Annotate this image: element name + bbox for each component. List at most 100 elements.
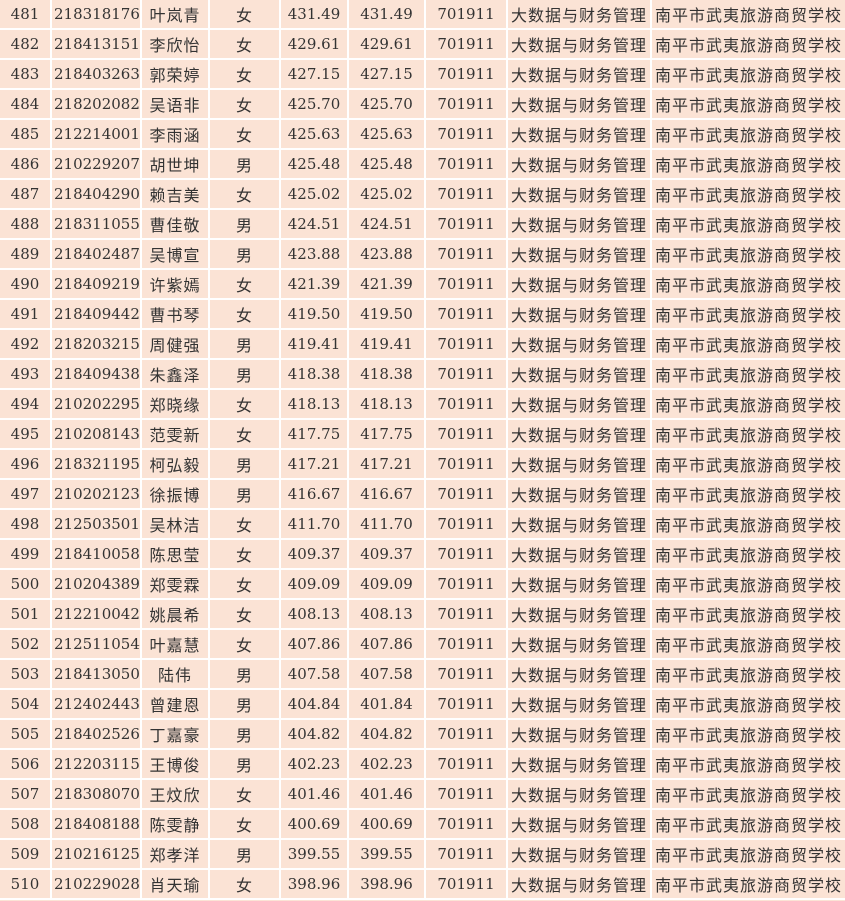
cell-rank: 499 <box>0 540 52 570</box>
cell-major: 大数据与财务管理 <box>508 720 652 750</box>
cell-gender: 男 <box>210 720 281 750</box>
cell-major: 大数据与财务管理 <box>508 570 652 600</box>
cell-rank: 509 <box>0 840 52 870</box>
cell-exam_number: 218413050 <box>52 660 142 690</box>
cell-school: 南平市武夷旅游商贸学校 <box>652 780 845 810</box>
cell-school_code: 701911 <box>426 330 508 360</box>
cell-school: 南平市武夷旅游商贸学校 <box>652 480 845 510</box>
cell-score_1: 409.37 <box>281 540 349 570</box>
cell-school: 南平市武夷旅游商贸学校 <box>652 210 845 240</box>
cell-score_2: 424.51 <box>349 210 426 240</box>
cell-school_code: 701911 <box>426 450 508 480</box>
cell-score_2: 404.82 <box>349 720 426 750</box>
cell-major: 大数据与财务管理 <box>508 210 652 240</box>
cell-school_code: 701911 <box>426 150 508 180</box>
table-row: 488 218311055 曹佳敬男 424.51 424.51 701911 大数据与财务… <box>0 210 845 240</box>
cell-gender: 女 <box>210 270 281 300</box>
cell-score_2: 401.84 <box>349 690 426 720</box>
cell-score_2: 425.02 <box>349 180 426 210</box>
cell-rank: 486 <box>0 150 52 180</box>
cell-name: 吴林洁 <box>142 510 210 540</box>
cell-rank: 502 <box>0 630 52 660</box>
cell-exam_number: 218402526 <box>52 720 142 750</box>
cell-score_1: 418.38 <box>281 360 349 390</box>
cell-gender: 女 <box>210 30 281 60</box>
cell-school_code: 701911 <box>426 810 508 840</box>
cell-exam_number: 218404290 <box>52 180 142 210</box>
cell-school: 南平市武夷旅游商贸学校 <box>652 390 845 420</box>
cell-school_code: 701911 <box>426 270 508 300</box>
cell-school_code: 701911 <box>426 870 508 900</box>
cell-major: 大数据与财务管理 <box>508 840 652 870</box>
cell-school: 南平市武夷旅游商贸学校 <box>652 750 845 780</box>
cell-school: 南平市武夷旅游商贸学校 <box>652 270 845 300</box>
cell-exam_number: 218402487 <box>52 240 142 270</box>
cell-school: 南平市武夷旅游商贸学校 <box>652 720 845 750</box>
cell-rank: 498 <box>0 510 52 540</box>
cell-score_1: 421.39 <box>281 270 349 300</box>
cell-rank: 496 <box>0 450 52 480</box>
cell-school_code: 701911 <box>426 360 508 390</box>
cell-rank: 501 <box>0 600 52 630</box>
cell-school_code: 701911 <box>426 30 508 60</box>
cell-name: 吴语非 <box>142 90 210 120</box>
cell-score_2: 425.70 <box>349 90 426 120</box>
cell-name: 叶嘉慧 <box>142 630 210 660</box>
cell-name: 胡世坤 <box>142 150 210 180</box>
cell-score_1: 399.55 <box>281 840 349 870</box>
cell-score_1: 417.75 <box>281 420 349 450</box>
cell-school: 南平市武夷旅游商贸学校 <box>652 0 845 30</box>
cell-school: 南平市武夷旅游商贸学校 <box>652 360 845 390</box>
cell-score_1: 431.49 <box>281 0 349 30</box>
cell-exam_number: 218409438 <box>52 360 142 390</box>
cell-score_1: 407.86 <box>281 630 349 660</box>
cell-score_2: 402.23 <box>349 750 426 780</box>
table-row: 489 218402487 吴博宣男 423.88 423.88 701911 大数据与财务… <box>0 240 845 270</box>
cell-score_1: 411.70 <box>281 510 349 540</box>
cell-score_1: 402.23 <box>281 750 349 780</box>
cell-school: 南平市武夷旅游商贸学校 <box>652 510 845 540</box>
cell-gender: 男 <box>210 480 281 510</box>
cell-score_2: 431.49 <box>349 0 426 30</box>
table-row: 506 212203115 王博俊男 402.23 402.23 701911 大数据与财务… <box>0 750 845 780</box>
cell-rank: 494 <box>0 390 52 420</box>
cell-exam_number: 218308070 <box>52 780 142 810</box>
cell-gender: 男 <box>210 360 281 390</box>
cell-school: 南平市武夷旅游商贸学校 <box>652 330 845 360</box>
cell-gender: 女 <box>210 510 281 540</box>
cell-exam_number: 210202123 <box>52 480 142 510</box>
cell-rank: 506 <box>0 750 52 780</box>
cell-name: 朱鑫泽 <box>142 360 210 390</box>
cell-gender: 女 <box>210 390 281 420</box>
table-row: 484 218202082 吴语非女 425.70 425.70 701911 大数据与财务… <box>0 90 845 120</box>
cell-name: 王博俊 <box>142 750 210 780</box>
cell-school: 南平市武夷旅游商贸学校 <box>652 150 845 180</box>
cell-major: 大数据与财务管理 <box>508 300 652 330</box>
table-row: 487 218404290 赖吉美女 425.02 425.02 701911 大数据与财务… <box>0 180 845 210</box>
table-row: 504 212402443 曾建恩男 404.84 401.84 701911 大数据与财务… <box>0 690 845 720</box>
cell-score_1: 425.02 <box>281 180 349 210</box>
cell-school_code: 701911 <box>426 630 508 660</box>
cell-name: 陈雯静 <box>142 810 210 840</box>
table-row: 507 218308070 王炆欣女 401.46 401.46 701911 大数据与财务… <box>0 780 845 810</box>
cell-school_code: 701911 <box>426 300 508 330</box>
cell-gender: 女 <box>210 870 281 900</box>
cell-exam_number: 218408188 <box>52 810 142 840</box>
cell-name: 王炆欣 <box>142 780 210 810</box>
table-row: 486 210229207 胡世坤男 425.48 425.48 701911 大数据与财务… <box>0 150 845 180</box>
cell-gender: 女 <box>210 0 281 30</box>
cell-score_2: 399.55 <box>349 840 426 870</box>
cell-school: 南平市武夷旅游商贸学校 <box>652 870 845 900</box>
cell-exam_number: 210229207 <box>52 150 142 180</box>
table-row: 491 218409442 曹书琴女 419.50 419.50 701911 大数据与财务… <box>0 300 845 330</box>
cell-score_2: 421.39 <box>349 270 426 300</box>
cell-school: 南平市武夷旅游商贸学校 <box>652 180 845 210</box>
cell-name: 郭荣婷 <box>142 60 210 90</box>
cell-score_1: 425.48 <box>281 150 349 180</box>
cell-major: 大数据与财务管理 <box>508 510 652 540</box>
cell-rank: 507 <box>0 780 52 810</box>
cell-school_code: 701911 <box>426 120 508 150</box>
cell-score_2: 401.46 <box>349 780 426 810</box>
